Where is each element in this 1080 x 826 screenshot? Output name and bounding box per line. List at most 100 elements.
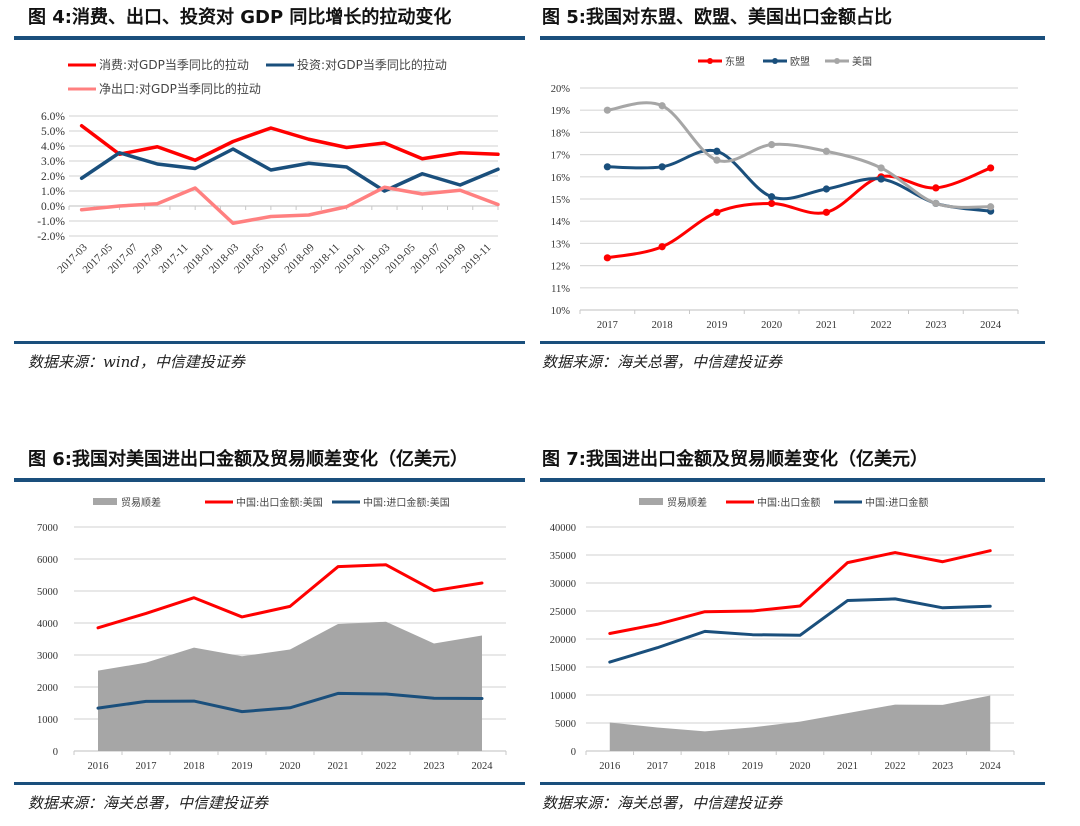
y-tick-label: 6000 — [37, 555, 58, 566]
legend-item-0: 消费:对GDP当季同比的拉动 — [68, 57, 249, 72]
data-point-2 — [658, 102, 666, 110]
figure-7-top-rule — [540, 478, 1045, 482]
legend-item-0: 东盟 — [698, 55, 745, 68]
legend-swatch — [639, 498, 663, 505]
series-line-0 — [79, 124, 500, 162]
x-tick-label: 2020 — [761, 320, 782, 331]
figure-4-bottom-rule — [14, 341, 525, 344]
legend-label: 投资:对GDP当季同比的拉动 — [297, 57, 447, 72]
data-point-2 — [768, 141, 776, 149]
figure-6-chart: 0 1000 2000 3000 4000 5000 6000 7000 2016 2017 201… — [37, 496, 507, 772]
y-tick-label: 18% — [551, 128, 571, 139]
y-tick-label: 5.0% — [41, 126, 65, 138]
data-point-0 — [603, 254, 611, 262]
data-point-2 — [987, 203, 995, 211]
legend-item-2: 净出口:对GDP当季同比的拉动 — [68, 81, 261, 96]
legend-label: 欧盟 — [790, 56, 810, 68]
x-tick-label: 2019 — [742, 761, 763, 772]
data-point-1 — [768, 193, 776, 201]
legend-label: 贸易顺差 — [121, 496, 161, 509]
data-point-1 — [658, 163, 666, 171]
x-tick-label: 2020 — [280, 761, 301, 772]
y-tick-label: 1000 — [37, 715, 58, 726]
legend-item-1: 投资:对GDP当季同比的拉动 — [266, 57, 447, 72]
series-line-2 — [79, 185, 500, 225]
y-tick-label: -2.0% — [37, 231, 65, 243]
x-tick-label: 2019 — [706, 320, 727, 331]
figure-7-source: 数据来源：海关总署，中信建投证券 — [542, 794, 783, 812]
y-tick-label: 0 — [571, 747, 576, 758]
data-point-2 — [822, 147, 830, 155]
y-tick-label: 7000 — [37, 523, 58, 534]
x-tick-label: 2021 — [837, 761, 858, 772]
legend-item-0: 贸易顺差 — [639, 496, 707, 509]
legend-label: 中国:进口金额 — [865, 496, 928, 509]
x-tick-label: 2019 — [232, 761, 253, 772]
series-area-0 — [98, 621, 482, 751]
figure-7-chart: 0 5000 10000 15000 20000 25000 30000 35000 40000… — [550, 496, 1015, 772]
data-point-0 — [768, 199, 776, 208]
x-tick-label: 2022 — [885, 761, 906, 772]
series-line-1 — [608, 549, 992, 636]
y-tick-label: 14% — [551, 217, 571, 228]
y-tick-label: 10000 — [550, 691, 576, 702]
y-tick-label: 2000 — [37, 683, 58, 694]
y-tick-label: 2.0% — [41, 171, 65, 183]
y-tick-label: 3.0% — [41, 156, 65, 168]
y-tick-label: 10% — [551, 306, 571, 317]
series-line-2 — [608, 597, 992, 664]
y-tick-label: 40000 — [550, 523, 576, 534]
legend-label: 美国 — [852, 55, 872, 68]
y-tick-label: 5000 — [555, 719, 576, 730]
y-tick-label: 0.0% — [41, 201, 65, 213]
data-point-1 — [713, 147, 721, 155]
legend-marker — [707, 58, 713, 64]
y-tick-label: 3000 — [37, 651, 58, 662]
x-tick-label: 2024 — [980, 761, 1002, 772]
x-tick-label: 2017 — [597, 320, 618, 331]
y-tick-label: 15000 — [550, 663, 576, 674]
legend-item-1: 欧盟 — [763, 56, 810, 68]
data-point-1 — [603, 163, 611, 171]
y-tick-label: 0 — [53, 747, 58, 758]
figure-5-source: 数据来源：海关总署，中信建投证券 — [542, 353, 783, 371]
legend-label: 消费:对GDP当季同比的拉动 — [99, 57, 249, 72]
figure-7-title: 图 7:我国进出口金额及贸易顺差变化（亿美元） — [542, 449, 928, 470]
figure-6-source: 数据来源：海关总署，中信建投证券 — [28, 794, 269, 812]
x-tick-label: 2018 — [652, 320, 673, 331]
x-tick-label: 2022 — [871, 320, 892, 331]
figure-4-chart: -2.0%-1.0%0.0%1.0%2.0%3.0%4.0%5.0%6.0%20… — [37, 57, 500, 276]
x-tick-label: 2021 — [816, 320, 837, 331]
y-tick-label: 30000 — [550, 579, 576, 590]
x-tick-label: 2018 — [184, 761, 205, 772]
data-point-0 — [713, 208, 721, 216]
figure-6-top-rule — [14, 478, 525, 482]
series-line-1 — [79, 147, 500, 193]
figure-6-title: 图 6:我国对美国进出口金额及贸易顺差变化（亿美元） — [28, 449, 468, 470]
figure-4-title: 图 4:消费、出口、投资对 GDP 同比增长的拉动变化 — [28, 7, 452, 28]
figure-4-top-rule — [14, 36, 525, 40]
legend-label: 东盟 — [725, 55, 745, 68]
series-line-0 — [605, 166, 993, 260]
y-tick-label: 1.0% — [41, 186, 65, 198]
y-tick-label: -1.0% — [37, 216, 65, 228]
data-point-0 — [658, 243, 666, 251]
x-tick-label: 2023 — [925, 320, 946, 331]
legend-label: 净出口:对GDP当季同比的拉动 — [99, 81, 261, 96]
x-tick-label: 2017 — [647, 761, 668, 772]
legend-swatch — [93, 498, 117, 505]
data-point-2 — [932, 199, 940, 208]
legend-label: 中国:出口金额 — [757, 496, 820, 509]
legend-marker — [772, 58, 778, 64]
series-area-0 — [609, 695, 991, 751]
x-tick-label: 2023 — [424, 761, 445, 772]
x-tick-label: 2016 — [599, 761, 620, 772]
figure-6-bottom-rule — [14, 782, 525, 785]
y-tick-label: 12% — [551, 262, 571, 273]
figure-7-bottom-rule — [540, 782, 1045, 785]
x-tick-label: 2016 — [88, 761, 109, 772]
figure-4-source: 数据来源：wind，中信建投证券 — [28, 353, 245, 371]
y-tick-label: 4.0% — [41, 141, 65, 153]
y-tick-label: 11% — [551, 284, 570, 295]
y-tick-label: 19% — [551, 106, 571, 117]
